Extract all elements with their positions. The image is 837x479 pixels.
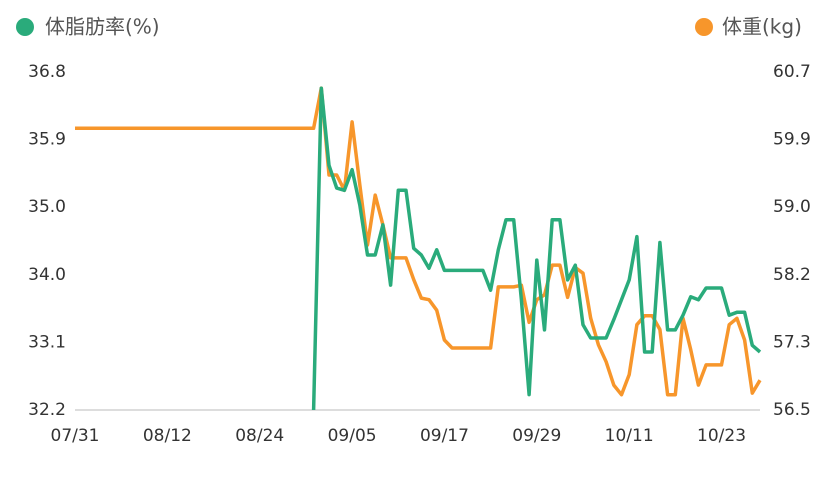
legend-marker [695,18,713,36]
legend-label: 体重(kg) [722,15,802,39]
y-tick-label: 34.0 [28,265,66,285]
series-line [311,86,762,411]
y-tick-label: 35.9 [28,130,66,150]
y-tick-label: 33.1 [28,332,66,352]
x-tick-label: 07/31 [51,426,100,446]
legend-marker [16,18,34,36]
x-tick-label: 09/17 [420,426,469,446]
y2-tick-label: 59.9 [773,130,811,150]
y-tick-label: 35.0 [28,197,66,217]
x-tick-label: 08/12 [143,426,192,446]
y2-tick-label: 60.7 [773,62,811,82]
legend-label: 体脂肪率(%) [45,15,160,39]
x-tick-label: 10/11 [605,426,654,446]
x-tick-label: 09/29 [512,426,561,446]
x-tick-label: 08/24 [235,426,284,446]
x-tick-label: 10/23 [697,426,746,446]
y-tick-label: 36.8 [28,62,66,82]
y2-tick-label: 56.5 [773,400,811,420]
x-tick-label: 09/05 [328,426,377,446]
y2-tick-label: 58.2 [773,265,811,285]
series-line [75,86,762,397]
y2-tick-label: 57.3 [773,332,811,352]
y-tick-label: 32.2 [28,400,66,420]
y2-tick-label: 59.0 [773,197,811,217]
